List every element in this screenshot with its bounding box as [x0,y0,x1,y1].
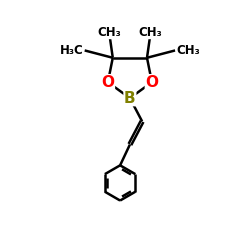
Text: B: B [124,90,136,106]
Text: CH₃: CH₃ [97,26,121,38]
Text: CH₃: CH₃ [176,44,200,57]
Text: CH₃: CH₃ [139,26,162,38]
Text: O: O [146,75,158,90]
Text: O: O [102,75,114,90]
Text: H₃C: H₃C [60,44,84,57]
